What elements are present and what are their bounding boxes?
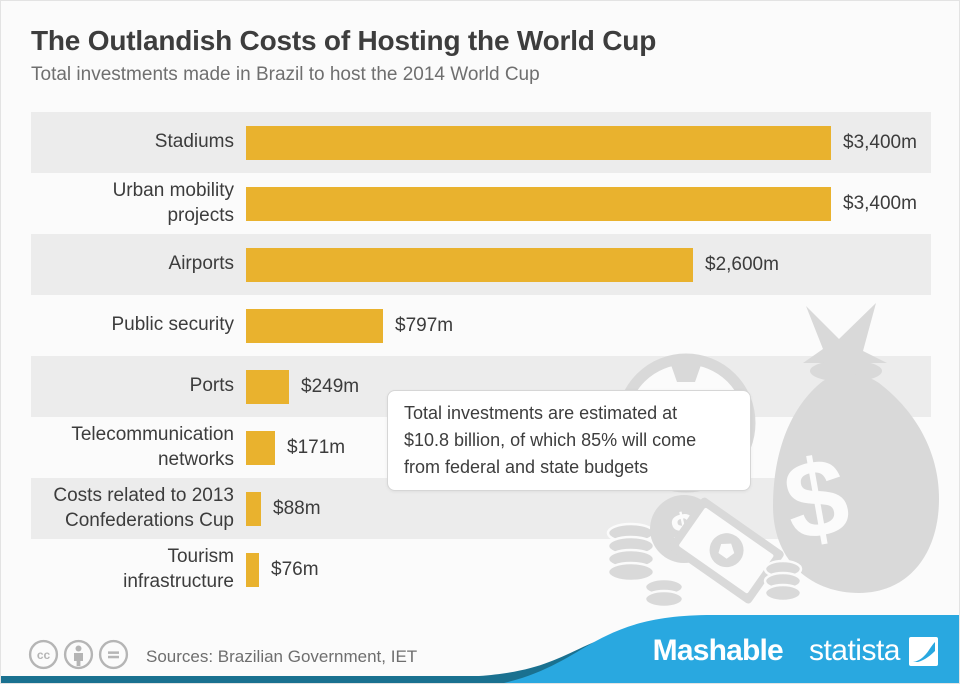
cc-icon: cc — [28, 639, 59, 670]
bar — [246, 125, 831, 160]
value-label: $171m — [287, 436, 346, 458]
category-label: Stadiums — [154, 131, 234, 153]
value-label: $76m — [271, 558, 319, 580]
no-derivatives-icon — [98, 639, 129, 670]
bar — [246, 491, 261, 526]
chart-row: Urban mobility projects $3,400m — [31, 173, 931, 234]
chart-row: Telecommunication networks $171m — [31, 417, 931, 478]
category-label: Airports — [168, 253, 234, 275]
chart-row: Public security $797m — [31, 295, 931, 356]
chart-row: Tourism infrastructure $76m — [31, 539, 931, 600]
category-label: Telecommunication networks — [71, 424, 234, 470]
page-title: The Outlandish Costs of Hosting the Worl… — [31, 25, 657, 56]
bar-chart: Stadiums $3,400m Urban mobility projects… — [31, 112, 931, 600]
value-label: $3,400m — [843, 192, 917, 214]
category-label: Costs related to 2013 Confederations Cup — [53, 485, 234, 531]
statista-logo: statista — [809, 634, 938, 668]
category-label: Tourism infrastructure — [123, 546, 234, 592]
wave-blue-shape — [504, 615, 959, 683]
bar — [246, 247, 693, 282]
banknote-icon — [668, 497, 784, 604]
statista-logo-icon — [909, 636, 938, 666]
chart-row: Stadiums $3,400m — [31, 112, 931, 173]
attribution-icon — [63, 639, 94, 670]
value-label: $249m — [301, 375, 360, 397]
bar — [246, 369, 289, 404]
footer-wave — [1, 615, 959, 683]
statista-logo-text: statista — [808, 634, 901, 667]
money-bag-icon: $ — [773, 303, 939, 593]
bar — [246, 552, 259, 587]
annotation-callout: Total investments are estimated at $10.8… — [387, 390, 751, 491]
value-label: $797m — [395, 314, 454, 336]
mashable-logo: Mashable — [652, 634, 784, 667]
page-subtitle: Total investments made in Brazil to host… — [31, 64, 540, 85]
category-label: Ports — [189, 375, 234, 397]
svg-text:cc: cc — [37, 648, 51, 662]
bar — [246, 186, 831, 221]
sources-note: Sources: Brazilian Government, IET — [146, 647, 418, 666]
category-label: Urban mobility projects — [112, 180, 234, 226]
value-label: $2,600m — [705, 253, 779, 275]
license-icons: cc — [28, 639, 129, 670]
value-label: $3,400m — [843, 131, 917, 153]
bar — [246, 430, 275, 465]
category-label: Public security — [111, 314, 235, 336]
bar — [246, 308, 383, 343]
chart-row: Airports $2,600m — [31, 234, 931, 295]
coin-stack-icon — [763, 559, 803, 603]
brand-logos: Mashable statista — [653, 634, 938, 668]
value-label: $88m — [273, 497, 321, 519]
